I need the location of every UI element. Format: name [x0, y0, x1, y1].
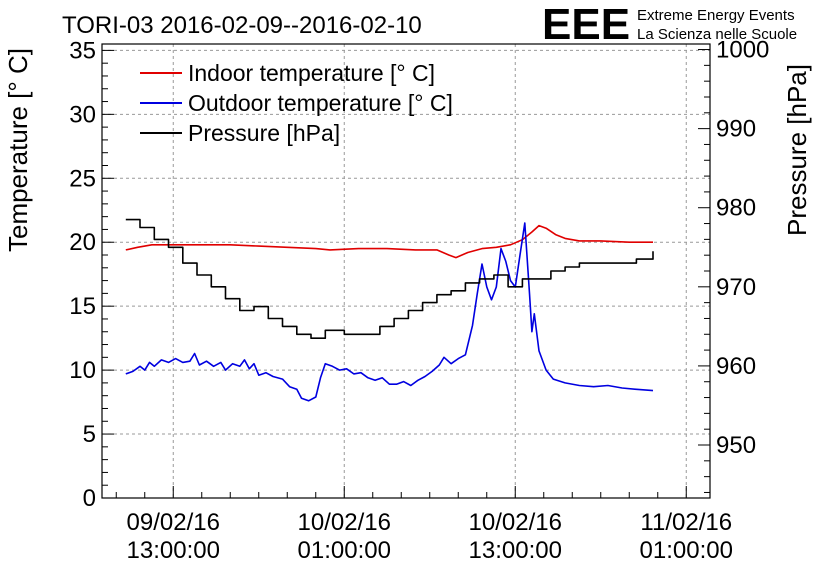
eee-logo-line2: La Scienza nelle Scuole	[637, 26, 797, 43]
x-tick-label-time: 13:00:00	[127, 537, 220, 564]
legend-label: Outdoor temperature [° C]	[188, 90, 453, 116]
grid-lines	[102, 44, 710, 498]
y-tick-label: 5	[83, 421, 96, 448]
y2-tick-label: 980	[716, 195, 756, 222]
y2-tick-label: 960	[716, 353, 756, 380]
series-line-2	[125, 218, 654, 339]
x-tick-label-time: 13:00:00	[469, 537, 562, 564]
x-tick-label-date: 09/02/16	[127, 509, 220, 536]
legend: Indoor temperature [° C] Outdoor temperat…	[140, 60, 453, 146]
y2-tick-label: 970	[716, 274, 756, 301]
x-tick-label-date: 10/02/16	[298, 509, 391, 536]
y-tick-label: 20	[69, 229, 96, 256]
series-lines	[125, 218, 654, 402]
eee-logo-line1: Extreme Energy Events	[637, 7, 795, 24]
y2-tick-label: 950	[716, 432, 756, 459]
x-tick-label-date: 10/02/16	[469, 509, 562, 536]
series-line-1	[125, 222, 654, 402]
y2-tick-label: 1000	[716, 37, 769, 64]
y2-axis-title: Pressure [hPa]	[782, 64, 812, 236]
x-tick-label-time: 01:00:00	[640, 537, 733, 564]
y-tick-label: 10	[69, 357, 96, 384]
eee-logo: EEE Extreme Energy Events La Scienza nel…	[542, 0, 797, 49]
y-tick-label: 25	[69, 165, 96, 192]
chart-title: TORI-03 2016-02-09--2016-02-10	[62, 12, 422, 39]
legend-label: Pressure [hPa]	[188, 120, 340, 146]
y2-tick-label: 990	[716, 116, 756, 143]
y-tick-label: 0	[83, 485, 96, 512]
legend-label: Indoor temperature [° C]	[188, 60, 435, 86]
y-tick-label: 15	[69, 293, 96, 320]
y-tick-label: 35	[69, 37, 96, 64]
x-tick-label-date: 11/02/16	[640, 509, 732, 536]
eee-logo-mark: EEE	[542, 0, 630, 49]
y-tick-label: 30	[69, 101, 96, 128]
y-axis-title: Temperature [° C]	[3, 48, 33, 252]
axes: 0 5 10 15 20 25 30 35 950 960 970 980 990 1000 09/02/1…	[69, 37, 769, 564]
series-line-0	[125, 224, 653, 259]
x-tick-label-time: 01:00:00	[298, 537, 391, 564]
